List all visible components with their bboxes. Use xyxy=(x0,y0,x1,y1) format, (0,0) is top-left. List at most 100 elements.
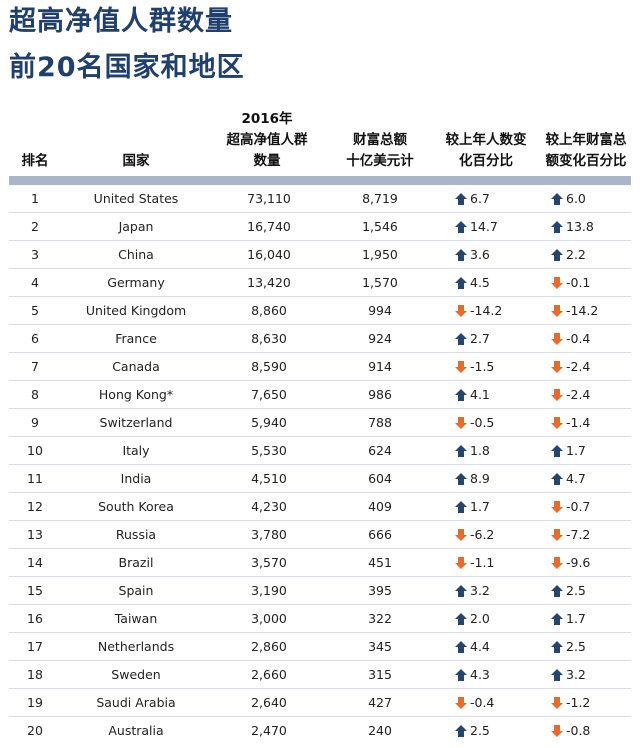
pop-change-cell: 1.7 xyxy=(443,493,547,521)
count-cell: 3,190 xyxy=(251,583,287,598)
pop-change-cell-value: 2.7 xyxy=(470,331,490,346)
pop-change-cell: 4.3 xyxy=(443,661,547,689)
pop-change-cell-value: -1.5 xyxy=(470,359,495,374)
up-arrow-icon xyxy=(455,192,467,205)
wealth-change-cell-value: -9.6 xyxy=(566,555,591,570)
count-cell: 2,860 xyxy=(251,639,287,654)
pop-change-cell-value: -0.4 xyxy=(470,695,495,710)
up-arrow-icon xyxy=(455,612,467,625)
down-arrow-icon xyxy=(455,556,467,569)
pop-change-cell: -14.2 xyxy=(443,297,547,325)
up-arrow-icon xyxy=(455,388,467,401)
table-row: 1 United States 73,110 8,719 6.7 6.0 xyxy=(9,185,631,213)
up-arrow-icon xyxy=(551,640,563,653)
pop-change-cell: 4.1 xyxy=(443,381,547,409)
pop-change-cell-value: 8.9 xyxy=(470,471,490,486)
country-cell: Germany xyxy=(107,275,165,290)
header-wealth-change: 较上年财富总 额变化百分比 xyxy=(545,132,627,169)
header-country: 国家 xyxy=(122,153,150,169)
count-cell: 2,660 xyxy=(251,667,287,682)
wealth-cell: 451 xyxy=(368,555,392,570)
wealth-change-cell: 1.7 xyxy=(541,605,640,633)
table-row: 13 Russia 3,780 666 -6.2 -7.2 xyxy=(9,521,631,549)
rank-cell: 14 xyxy=(27,555,43,570)
up-arrow-icon xyxy=(551,668,563,681)
count-cell: 5,940 xyxy=(251,415,287,430)
table-row: 19 Saudi Arabia 2,640 427 -0.4 -1.2 xyxy=(9,689,631,717)
wealth-cell: 395 xyxy=(368,583,392,598)
count-cell: 2,640 xyxy=(251,695,287,710)
country-cell: Hong Kong* xyxy=(98,387,174,402)
table-row: 5 United Kingdom 8,860 994 -14.2 -14.2 xyxy=(9,297,631,325)
pop-change-cell-value: -1.1 xyxy=(470,555,495,570)
country-cell: South Korea xyxy=(98,499,174,514)
wealth-change-cell-value: -0.8 xyxy=(566,723,591,738)
pop-change-cell-value: 2.0 xyxy=(470,611,490,626)
wealth-cell: 986 xyxy=(368,387,392,402)
count-cell: 16,740 xyxy=(247,219,291,234)
up-arrow-icon xyxy=(551,220,563,233)
country-cell: Australia xyxy=(108,723,164,738)
rank-cell: 19 xyxy=(27,695,43,710)
wealth-cell: 1,546 xyxy=(362,219,398,234)
pop-change-cell: 3.6 xyxy=(443,241,547,269)
rank-cell: 3 xyxy=(31,247,39,262)
up-arrow-icon xyxy=(455,640,467,653)
page-subtitle: 前20名国家和地区 xyxy=(9,52,245,83)
wealth-change-cell: -2.4 xyxy=(541,381,640,409)
table-row: 6 France 8,630 924 2.7 -0.4 xyxy=(9,325,631,353)
pop-change-cell-value: 3.6 xyxy=(470,247,490,262)
country-cell: France xyxy=(115,331,157,346)
table-row: 17 Netherlands 2,860 345 4.4 2.5 xyxy=(9,633,631,661)
wealth-change-cell: -0.4 xyxy=(541,325,640,353)
wealth-change-cell: -7.2 xyxy=(541,521,640,549)
header-rule xyxy=(9,176,631,185)
count-cell: 8,630 xyxy=(251,331,287,346)
wealth-change-cell: -0.1 xyxy=(541,269,640,297)
up-arrow-icon xyxy=(455,332,467,345)
wealth-change-cell: -14.2 xyxy=(541,297,640,325)
wealth-cell: 1,950 xyxy=(362,247,398,262)
up-arrow-icon xyxy=(455,472,467,485)
wealth-cell: 914 xyxy=(368,359,392,374)
count-cell: 4,230 xyxy=(251,499,287,514)
header-wealth: 财富总额 十亿美元计 xyxy=(346,132,414,169)
up-arrow-icon xyxy=(455,724,467,737)
count-cell: 2,470 xyxy=(251,723,287,738)
pop-change-cell-value: 1.7 xyxy=(470,499,490,514)
count-cell: 73,110 xyxy=(247,191,291,206)
wealth-change-cell-value: -0.1 xyxy=(566,275,591,290)
header-count: 2016年 超高净值人群 数量 xyxy=(226,111,308,169)
pop-change-cell: -1.1 xyxy=(443,549,547,577)
table-row: 20 Australia 2,470 240 2.5 -0.8 xyxy=(9,717,631,745)
wealth-cell: 666 xyxy=(368,527,392,542)
up-arrow-icon xyxy=(551,584,563,597)
rank-cell: 17 xyxy=(27,639,43,654)
country-cell: Saudi Arabia xyxy=(96,695,176,710)
rank-cell: 15 xyxy=(27,583,43,598)
count-cell: 5,530 xyxy=(251,443,287,458)
wealth-change-cell: 6.0 xyxy=(541,185,640,213)
count-cell: 4,510 xyxy=(251,471,287,486)
wealth-change-cell-value: 2.5 xyxy=(566,583,586,598)
table-row: 2 Japan 16,740 1,546 14.7 13.8 xyxy=(9,213,631,241)
wealth-cell: 788 xyxy=(368,415,392,430)
wealth-change-cell: -1.4 xyxy=(541,409,640,437)
down-arrow-icon xyxy=(551,416,563,429)
wealth-change-cell-value: 3.2 xyxy=(566,667,586,682)
count-cell: 16,040 xyxy=(247,247,291,262)
pop-change-cell: 8.9 xyxy=(443,465,547,493)
country-cell: Switzerland xyxy=(99,415,173,430)
pop-change-cell: 4.4 xyxy=(443,633,547,661)
wealth-change-cell-value: 2.5 xyxy=(566,639,586,654)
rank-cell: 1 xyxy=(31,191,39,206)
count-cell: 8,590 xyxy=(251,359,287,374)
down-arrow-icon xyxy=(551,304,563,317)
wealth-cell: 345 xyxy=(368,639,392,654)
wealth-change-cell: -0.7 xyxy=(541,493,640,521)
header-pop-change: 较上年人数变 化百分比 xyxy=(445,132,527,169)
down-arrow-icon xyxy=(455,360,467,373)
rank-cell: 4 xyxy=(31,275,39,290)
country-cell: Spain xyxy=(118,583,154,598)
down-arrow-icon xyxy=(455,528,467,541)
